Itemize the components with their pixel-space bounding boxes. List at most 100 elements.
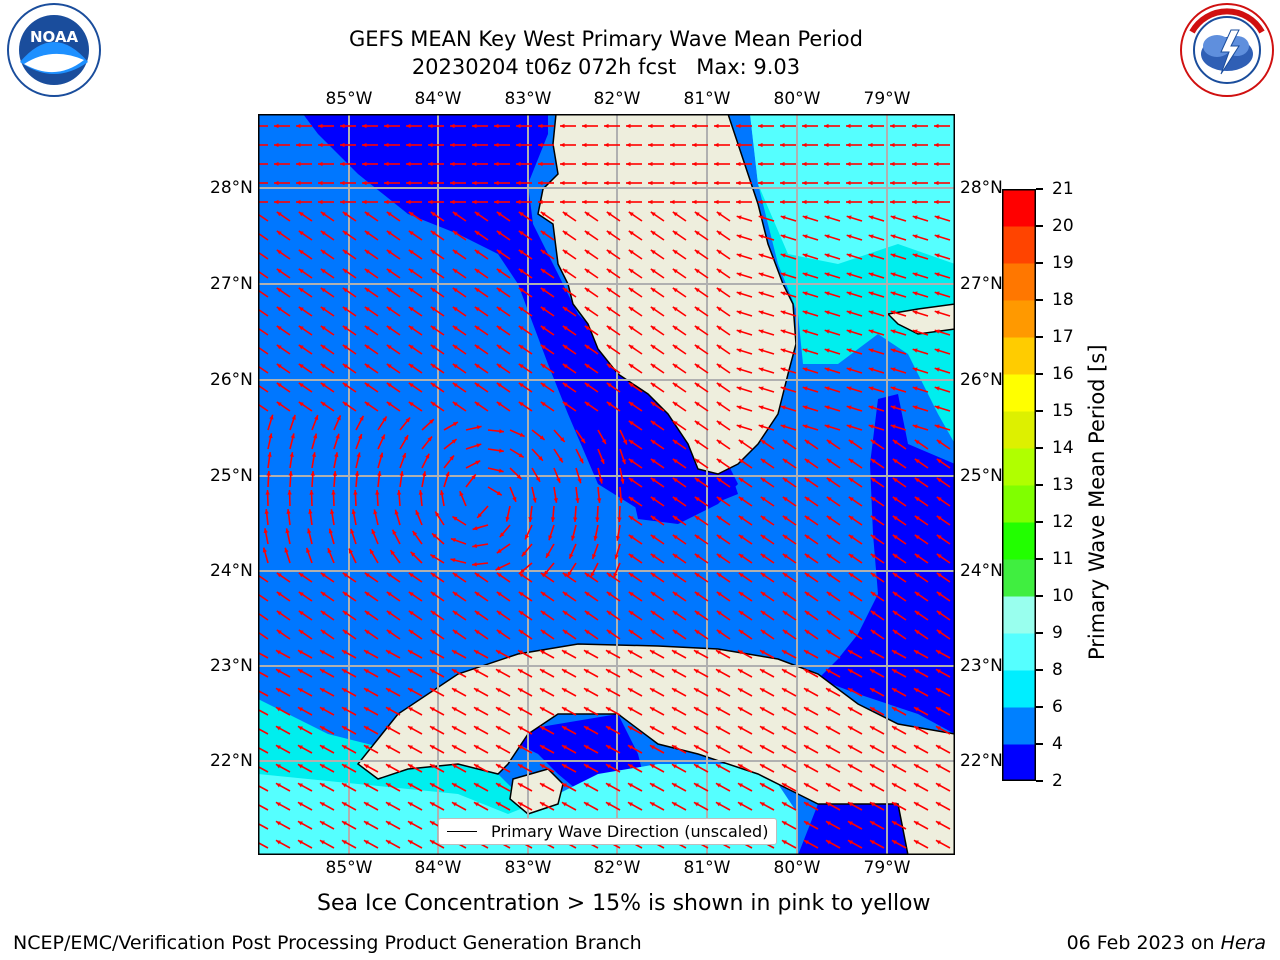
- wave-arrow-head: [627, 745, 633, 750]
- wave-arrow-head: [385, 783, 391, 788]
- wave-arrow-head: [716, 553, 722, 559]
- wave-arrow-head: [474, 401, 480, 407]
- wave-arrow: [258, 365, 269, 374]
- wave-arrow-head: [715, 764, 721, 769]
- wave-arrow-head: [452, 401, 458, 407]
- wave-arrow-head: [584, 344, 590, 350]
- wave-arrow-head: [869, 783, 875, 788]
- wave-arrow-head: [935, 802, 941, 807]
- wave-arrow-head: [870, 439, 876, 445]
- wave-arrow-head: [496, 401, 502, 407]
- wave-arrow-head: [606, 610, 612, 616]
- colorbar-segment: [1002, 226, 1036, 264]
- lat-label-left: 28°N: [210, 178, 253, 198]
- wave-arrow-head: [936, 572, 942, 578]
- wave-arrow-head: [276, 344, 282, 350]
- noaa-logo-icon: NOAA: [7, 3, 101, 97]
- wave-arrow-head: [628, 420, 634, 426]
- wave-arrow-head: [890, 199, 895, 205]
- wave-arrow: [258, 270, 269, 279]
- wave-arrow-head: [297, 726, 303, 731]
- wave-arrow-head: [539, 745, 545, 750]
- lat-label-left: 22°N: [210, 751, 253, 771]
- lat-label-left: 25°N: [210, 466, 253, 486]
- wave-arrow-head: [582, 123, 587, 129]
- wave-arrow-head: [386, 344, 392, 350]
- wave-arrow-head: [331, 490, 336, 495]
- wave-arrow-head: [540, 610, 546, 616]
- wave-arrow-head: [628, 572, 634, 578]
- wave-arrow-head: [868, 367, 874, 372]
- wave-arrow-head: [560, 142, 565, 148]
- wave-arrow-head: [848, 553, 854, 559]
- wave-arrow-head: [693, 802, 699, 807]
- wave-arrow-head: [890, 424, 896, 429]
- wave-arrow-head: [694, 515, 700, 521]
- wave-arrow-head: [297, 688, 303, 693]
- wave-arrow-head: [614, 554, 619, 560]
- wave-arrow-head: [274, 161, 279, 167]
- wave-arrow-head: [363, 669, 369, 674]
- wave-arrow-head: [606, 629, 612, 635]
- wave-arrow-head: [738, 515, 744, 521]
- colorbar-tick-mark: [1036, 632, 1043, 634]
- wave-arrow-head: [538, 123, 543, 129]
- wave-arrow-head: [802, 424, 808, 429]
- wave-arrow-head: [934, 386, 940, 391]
- wave-arrow: [258, 251, 269, 260]
- wave-arrow-head: [494, 199, 499, 205]
- wave-arrow: [258, 384, 269, 393]
- wave-arrow-head: [362, 180, 367, 186]
- wave-arrow-head: [451, 745, 457, 750]
- wave-arrow-head: [781, 650, 787, 655]
- wave-arrow-head: [892, 610, 898, 616]
- wave-arrow-head: [320, 249, 326, 255]
- wave-arrow-head: [605, 688, 611, 693]
- wave-arrow-head: [386, 401, 392, 407]
- wave-arrow-head: [275, 821, 281, 826]
- wave-arrow-head: [736, 291, 742, 296]
- wave-arrow-head: [781, 688, 787, 693]
- wave-arrow-head: [518, 629, 524, 635]
- wave-arrow-head: [628, 591, 634, 597]
- wave-arrow-head: [892, 629, 898, 635]
- wave-arrow-head: [580, 438, 586, 444]
- wave-arrow-head: [539, 688, 545, 693]
- wave-arrow-head: [401, 452, 406, 458]
- wave-arrow-head: [782, 439, 788, 445]
- wave-arrow-head: [341, 840, 347, 845]
- wave-arrow-head: [539, 707, 545, 712]
- wave-arrow-head: [428, 161, 433, 167]
- wave-arrow-head: [290, 433, 295, 439]
- wave-arrow-head: [804, 553, 810, 559]
- wave-arrow-head: [562, 230, 568, 236]
- wave-arrow-head: [284, 547, 289, 553]
- wave-arrow-head: [694, 401, 700, 407]
- wave-arrow-head: [408, 610, 414, 616]
- wave-arrow-head: [341, 764, 347, 769]
- wave-arrow-head: [518, 230, 524, 236]
- wave-arrow-head: [826, 553, 832, 559]
- wave-arrow-head: [452, 516, 458, 521]
- wave-arrow-head: [692, 199, 697, 205]
- wave-arrow-head: [825, 783, 831, 788]
- wave-arrow-head: [912, 272, 918, 277]
- wave-arrow-head: [782, 496, 788, 502]
- wave-arrow-head: [913, 669, 919, 674]
- wave-arrow-head: [716, 477, 722, 483]
- wave-arrow-head: [758, 180, 763, 186]
- wave-arrow-head: [362, 199, 367, 205]
- wave-arrow-head: [694, 363, 700, 369]
- wave-arrow-head: [780, 123, 785, 129]
- wave-arrow-head: [892, 477, 898, 483]
- wave-arrow-head: [868, 348, 874, 353]
- wave-arrow-head: [606, 325, 612, 331]
- wave-arrow: [258, 308, 269, 317]
- wave-arrow-head: [590, 572, 595, 578]
- wave-arrow-head: [802, 180, 807, 186]
- wave-arrow-head: [452, 230, 458, 236]
- wave-arrow-head: [584, 306, 590, 312]
- wave-arrow-head: [935, 745, 941, 750]
- wave-arrow-head: [350, 528, 355, 534]
- wave-arrow-head: [477, 513, 482, 518]
